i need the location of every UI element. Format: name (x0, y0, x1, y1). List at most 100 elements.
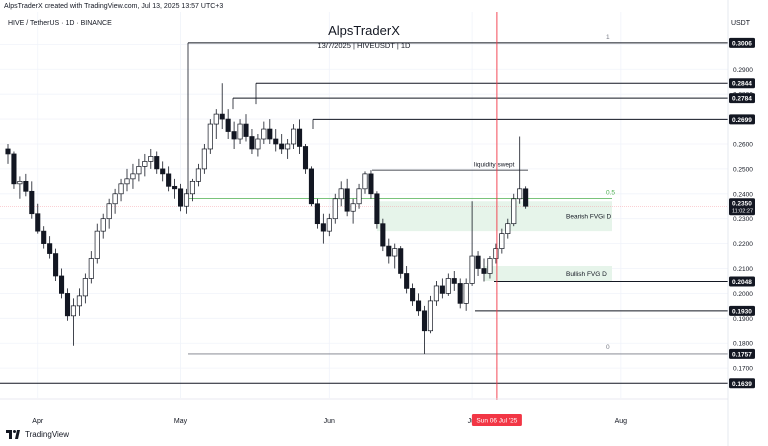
candle-bullish (493, 248, 499, 259)
price-axis[interactable]: 0.30000.29000.28000.27000.26000.25000.24… (727, 0, 755, 446)
candle-bearish (374, 193, 380, 225)
candle-bearish (23, 180, 29, 192)
candle-bullish (148, 156, 154, 162)
level-price-label: 0.2784 (732, 96, 752, 103)
fvg-zone (484, 266, 612, 281)
candle-bearish (35, 213, 41, 232)
price-tick-label: 0.2400 (733, 191, 753, 198)
candle-bearish (481, 268, 487, 274)
candle-bullish (463, 283, 469, 304)
tradingview-logo[interactable]: TradingView (6, 430, 69, 439)
candle-bearish (58, 275, 65, 294)
time-tick-label: Aug (615, 418, 628, 425)
symbol-legend[interactable]: HIVE / TetherUS · 1D · BINANCE (8, 20, 112, 27)
price-tick-label: 0.1800 (733, 341, 753, 348)
candle-bullish (445, 278, 451, 294)
candle-bullish (291, 128, 297, 145)
candle-bearish (314, 203, 320, 225)
candle-bullish (142, 161, 148, 167)
chart-subtitle: 13/7/2025 | HIVEUSDT | 1D (317, 41, 411, 50)
candle-bearish (231, 131, 237, 140)
candle-bullish (94, 230, 100, 259)
candle-bearish (421, 310, 428, 332)
level-price-badge (729, 78, 755, 89)
level-price-badge (729, 93, 755, 104)
candle-bullish (118, 183, 124, 195)
crosshair-date-label: Sun 06 Jul '25 (476, 418, 517, 425)
candle-bearish (225, 118, 231, 132)
candle-bearish (249, 136, 255, 150)
candle-bullish (17, 180, 23, 185)
candle-bearish (302, 146, 309, 170)
price-tick-label: 0.2200 (733, 241, 753, 248)
candle-bearish (410, 288, 416, 302)
candle-bullish (213, 113, 219, 125)
current-price-badge (729, 198, 755, 216)
candle-bearish (41, 230, 47, 244)
candle-bullish (517, 188, 523, 200)
candle-bearish (439, 285, 445, 294)
candle-bearish (344, 188, 350, 212)
price-tick-label: 0.1900 (733, 316, 753, 323)
brand-name: TradingView (25, 430, 70, 439)
candle-bullish (326, 218, 332, 232)
time-tick-label: Apr (32, 418, 44, 425)
price-tick-label: 0.2000 (733, 291, 753, 298)
candles (5, 83, 529, 354)
candle-bullish (499, 233, 505, 249)
fib-one-label: 1 (606, 34, 610, 41)
candle-bearish (5, 148, 11, 155)
level-price-badge (729, 378, 755, 389)
candle-bearish (297, 128, 303, 147)
created-by-line: AlpsTraderX created with TradingView.com… (4, 3, 224, 10)
candle-bearish (279, 143, 285, 150)
candle-bullish (201, 148, 207, 170)
candle-bullish (88, 258, 94, 279)
candle-bearish (166, 173, 172, 187)
price-tick-label: 0.2100 (733, 266, 753, 273)
currency-label[interactable]: USDT (730, 20, 750, 27)
tradingview-icon (6, 430, 20, 439)
time-tick-label: Jun (324, 418, 335, 425)
candle-bearish (457, 283, 463, 304)
candle-bearish (380, 223, 386, 247)
candle-bearish (386, 245, 392, 257)
time-tick-label: May (174, 418, 188, 425)
candle-bullish (195, 168, 201, 182)
candle-bullish (362, 173, 368, 190)
candle-bearish (451, 278, 457, 284)
candle-bearish (368, 173, 374, 195)
current-price-label: 0.2350 (732, 201, 752, 208)
candle-bullish (237, 123, 243, 140)
time-axis[interactable]: AprMayJunJulAugSun 06 Jul '25 (0, 398, 728, 426)
fvg-zones: Bearish FVGi D Bullish FVG D (376, 201, 612, 281)
candle-bullish (332, 198, 338, 220)
candle-bearish (47, 243, 53, 254)
candle-bullish (70, 305, 77, 317)
candle-bullish (136, 166, 142, 175)
level-price-badge (729, 114, 755, 125)
candle-bearish (154, 156, 160, 170)
candle-bullish (285, 143, 291, 150)
fvg-zone-label: Bearish FVGi D (566, 214, 611, 221)
level-price-label: 0.2699 (732, 117, 752, 124)
candle-bearish (273, 138, 279, 145)
candle-bullish (505, 223, 511, 234)
candle-bearish (243, 123, 249, 137)
candle-bearish (160, 168, 166, 175)
fib-half-label: 0.5 (606, 190, 615, 197)
price-tick-label: 0.2600 (733, 141, 753, 148)
candle-bullish (469, 255, 475, 284)
candle-bearish (172, 185, 178, 190)
level-lines (0, 42, 728, 384)
level-price-label: 0.1930 (732, 308, 752, 315)
level-price-badge (729, 276, 755, 287)
price-tick-label: 0.2900 (733, 67, 753, 74)
candle-bullish (338, 188, 344, 200)
candle-bullish (207, 123, 213, 150)
level-price-badge (729, 37, 755, 48)
candle-bearish (267, 128, 273, 140)
level-price-label: 0.1639 (732, 381, 752, 388)
candle-bullish (511, 198, 517, 225)
